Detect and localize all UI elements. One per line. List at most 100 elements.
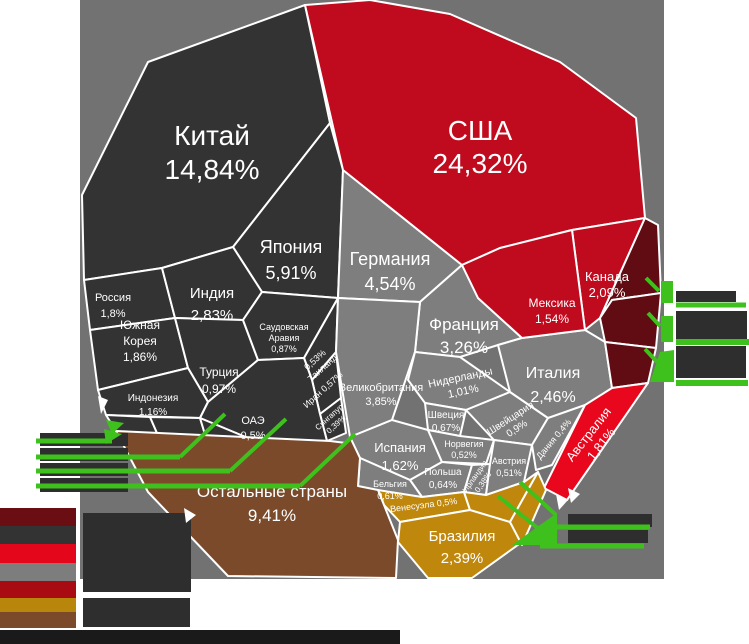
cell-label-mexico: Мексика 1,54% — [528, 296, 575, 326]
treemap-cells — [81, 0, 662, 579]
cell-label-south-korea: Южная Корея 1,86% — [120, 318, 160, 364]
cell-label-line: 1,16% — [139, 407, 167, 418]
cell-label-line: 9,41% — [248, 506, 296, 525]
cell-maroon-3[interactable] — [604, 341, 657, 389]
legend-swatch-5 — [0, 581, 76, 598]
cell-label-line: Швеция — [428, 410, 465, 421]
cell-denmark[interactable] — [531, 404, 586, 471]
callout-arrow-5 — [106, 420, 124, 434]
cell-mexico[interactable] — [461, 229, 586, 339]
callout-line-5 — [228, 417, 288, 473]
cell-label-poland: Польша 0,64% — [424, 467, 462, 491]
cell-label-line: 0,61% — [377, 491, 403, 501]
cell-label-line: Мексика — [528, 296, 575, 310]
cell-australia[interactable] — [543, 382, 649, 501]
cell-label-line: Япония — [260, 237, 323, 257]
pointer-arrow-icon-1 — [98, 396, 108, 414]
redacted-label-box-10 — [83, 513, 191, 592]
cell-label-line: Великобритания — [339, 382, 424, 394]
cell-label-line: 2,09% — [589, 285, 626, 300]
cell-label-line: Аравия — [269, 333, 300, 343]
cell-label-line: 0,97% — [202, 382, 236, 396]
cell-label-line: 2,83% — [191, 307, 234, 324]
cell-label-spain: Испания 1,62% — [374, 440, 426, 473]
callout-line-9 — [646, 311, 662, 328]
cell-label-italy: Италия 2,46% — [526, 365, 580, 406]
cell-label-france: Франция 3,26% — [429, 315, 499, 357]
cell-label-line: 1,54% — [535, 312, 569, 326]
callout-line-7 — [298, 432, 357, 488]
cell-label-line: Бельгия — [373, 479, 407, 489]
cell-label-line: США — [448, 115, 513, 146]
cell-label-line: 3,85% — [365, 396, 396, 408]
redacted-label-box-8 — [568, 514, 652, 527]
cell-label-line: 0,52% — [451, 450, 477, 460]
legend-swatch-6 — [0, 598, 76, 612]
cell-label-line: 3,26% — [440, 338, 488, 357]
redacted-label-box-7 — [676, 346, 746, 378]
cell-label-line: 2,39% — [441, 550, 484, 567]
cell-label-line: Саудовская — [259, 322, 308, 332]
cell-label-uae: ОАЭ 0,5% — [240, 415, 265, 442]
cell-label-line: 1,8% — [100, 308, 125, 320]
cell-label-turkey: Турция 0,97% — [199, 365, 238, 396]
redacted-label-box-5 — [676, 291, 736, 302]
cell-label-line: Индонезия — [128, 393, 179, 404]
cell-label-line: Бразилия — [429, 528, 496, 545]
legend-swatch-1 — [0, 508, 76, 526]
redacted-strip — [0, 630, 400, 644]
callout-arrow-3 — [650, 350, 674, 382]
cell-maroon-2[interactable] — [599, 292, 662, 349]
cell-label-line: Россия — [95, 292, 131, 304]
cell-label-line: Германия — [350, 249, 431, 269]
legend-swatch-7 — [0, 612, 76, 628]
cell-label-line: Индия — [190, 285, 234, 302]
cell-label-belgium: Бельгия 0,61% — [373, 479, 407, 501]
cell-label-line: 24,32% — [433, 148, 528, 179]
pointer-arrow-icon-2 — [184, 508, 196, 523]
callout-arrow-4 — [104, 429, 122, 444]
cell-label-germany: Германия 4,54% — [350, 249, 431, 294]
cell-label-line: 14,84% — [165, 154, 260, 185]
legend-swatch-4 — [0, 563, 76, 581]
cell-label-indonesia: Индонезия 1,16% — [128, 393, 179, 418]
callout-line-16 — [496, 494, 542, 532]
redacted-label-box-6 — [676, 311, 747, 342]
cell-label-line: Китай — [174, 120, 250, 151]
cell-label-line: 4,54% — [364, 274, 415, 294]
cell-label-line: Франция — [429, 315, 499, 334]
cell-norway[interactable] — [427, 429, 495, 465]
cell-label-russia: Россия 1,8% — [95, 292, 131, 320]
cell-label-line: Турция — [199, 365, 238, 379]
cell-label-line: 0,51% — [496, 468, 522, 478]
legend-swatch-3 — [0, 544, 76, 563]
cell-label-line: 0,5% — [240, 430, 265, 442]
callout-line-8 — [644, 276, 661, 293]
cell-label-line: Норвегия — [444, 439, 484, 449]
legend-swatch-2 — [0, 526, 76, 544]
callout-annotations — [0, 276, 749, 644]
cell-label-austria: Австрия 0,51% — [492, 456, 526, 478]
cell-label-line: 5,91% — [265, 263, 316, 283]
pointer-arrow-icon-4 — [568, 488, 580, 503]
legend — [0, 508, 76, 628]
redacted-label-box-9 — [568, 530, 648, 543]
cell-label-line: Южная — [120, 318, 160, 332]
cell-label-line: 0,87% — [271, 344, 297, 354]
cell-austria[interactable] — [485, 439, 533, 496]
callout-line-3 — [178, 412, 227, 459]
callout-line-10 — [643, 347, 659, 364]
cell-label-line: Италия — [526, 365, 580, 382]
pointer-arrow-icon-3 — [556, 494, 568, 510]
cell-label-line: Канада — [585, 269, 630, 284]
cell-label-line: 2,46% — [530, 389, 575, 406]
cell-label-line: 0,64% — [429, 480, 457, 491]
cell-label-line: 1,62% — [382, 458, 419, 473]
